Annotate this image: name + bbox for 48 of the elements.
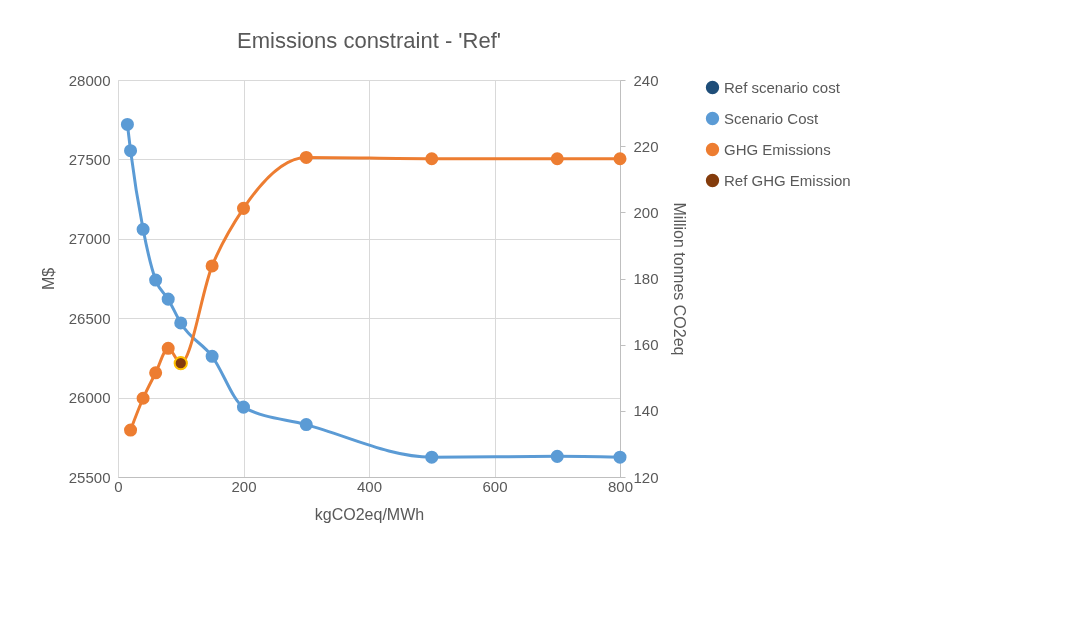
y2-axis-title: Million tonnes CO2eq (670, 202, 688, 356)
y2-tick-label: 160 (633, 336, 659, 354)
point (425, 450, 439, 464)
point (613, 450, 627, 464)
chart-title: Emissions constraint - 'Ref' (237, 28, 501, 53)
y-tick-label: 26500 (68, 309, 111, 327)
legend-label: Scenario Cost (724, 109, 820, 127)
point (550, 449, 564, 463)
point (120, 117, 134, 131)
point (550, 152, 564, 166)
x-tick-label: 800 (607, 477, 634, 495)
x-tick-label: 200 (231, 477, 257, 495)
x-tick-label: 0 (114, 477, 123, 495)
point (136, 222, 150, 236)
legend-label: GHG Emissions (724, 140, 831, 158)
point (174, 316, 188, 330)
point (149, 273, 163, 287)
y2-tick-label: 180 (633, 270, 659, 287)
y2-tick-label: 240 (633, 71, 659, 89)
y2-tick-label: 140 (633, 402, 659, 420)
y2-tick-label: 220 (633, 137, 659, 155)
point (161, 292, 175, 306)
y2-tick-label: 200 (633, 203, 659, 221)
point (161, 341, 175, 355)
point (425, 152, 439, 166)
point (205, 349, 219, 363)
legend-label: Ref GHG Emission (724, 171, 851, 189)
y-tick-label: 25500 (68, 468, 111, 486)
point (613, 152, 627, 166)
x-axis-title: kgCO2eq/MWh (314, 505, 425, 523)
point (236, 400, 251, 414)
point (205, 259, 219, 273)
point (299, 150, 313, 164)
legend-label: Ref scenario cost (724, 78, 841, 96)
x-tick-label: 400 (356, 477, 383, 495)
y-tick-label: 26000 (68, 389, 111, 407)
point (124, 423, 138, 437)
point (236, 201, 251, 215)
point (124, 144, 138, 158)
point (299, 418, 313, 432)
x-tick-label: 600 (482, 477, 508, 495)
y-tick-label: 27000 (68, 230, 111, 248)
y2-tick-label: 120 (633, 468, 659, 486)
point (136, 391, 150, 405)
y-axis-title: M$ (39, 267, 57, 291)
point (149, 366, 163, 380)
y-tick-label: 27500 (68, 150, 111, 168)
y-tick-label: 28000 (68, 71, 111, 89)
